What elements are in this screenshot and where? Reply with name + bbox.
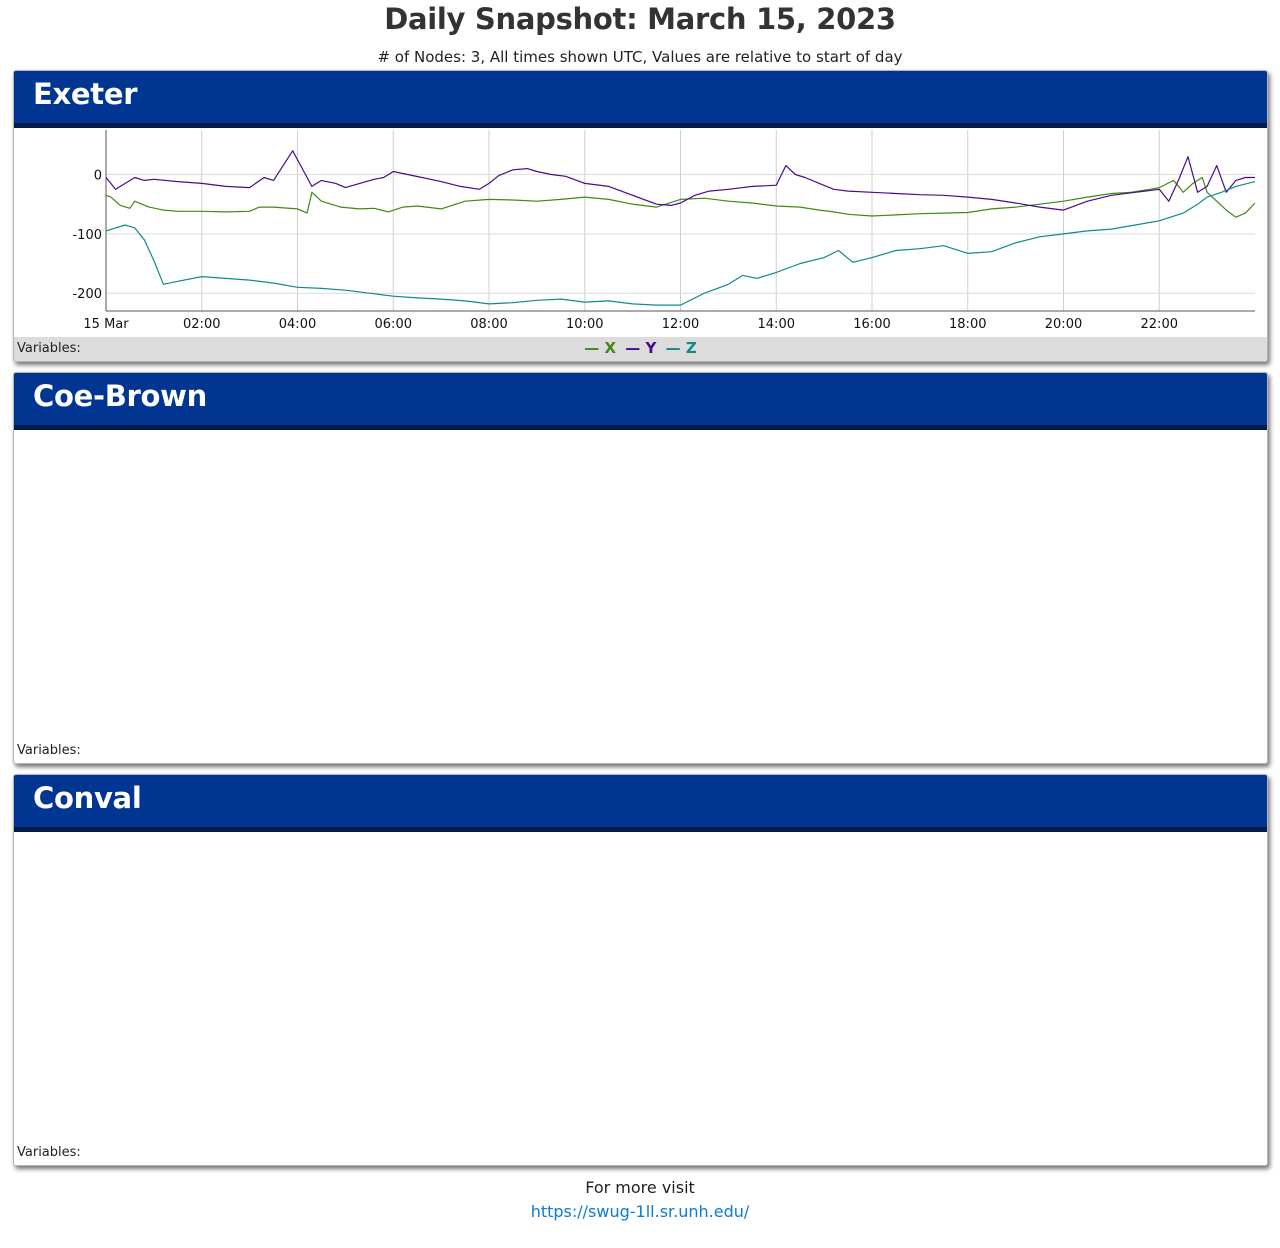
x-tick-label: 12:00 — [662, 317, 699, 332]
x-tick-label: 02:00 — [183, 317, 220, 332]
page-subtitle: # of Nodes: 3, All times shown UTC, Valu… — [377, 48, 903, 66]
x-tick-label: 08:00 — [470, 317, 507, 332]
footer-text: For more visit — [585, 1178, 695, 1197]
legend-item-z[interactable]: — Z — [666, 339, 697, 357]
x-tick-label: 04:00 — [279, 317, 316, 332]
variables-bar: Variables: — X — Y — Z — [14, 337, 1267, 361]
legend-item-x[interactable]: — X — [584, 339, 616, 357]
x-tick-label: 06:00 — [375, 317, 412, 332]
page-title: Daily Snapshot: March 15, 2023 — [384, 2, 896, 36]
x-tick-label: 10:00 — [566, 317, 603, 332]
legend-label-z: Z — [685, 339, 697, 357]
panel-coe-brown: Coe-Brown Variables: — [13, 372, 1268, 764]
panel-title: Conval — [33, 781, 142, 815]
panel-header: Conval — [14, 775, 1267, 832]
x-tick-label: 14:00 — [758, 317, 795, 332]
footer-link[interactable]: https://swug-1ll.sr.unh.edu/ — [530, 1202, 750, 1221]
legend-swatch-z: — — [665, 339, 681, 357]
x-tick-label: 16:00 — [853, 317, 890, 332]
x-tick-label: 18:00 — [949, 317, 986, 332]
y-tick-label: -200 — [72, 287, 102, 302]
variables-label: Variables: — [17, 1145, 81, 1160]
panel-title: Coe-Brown — [33, 379, 207, 413]
legend: — X — Y — Z — [14, 339, 1267, 357]
legend-label-y: Y — [645, 339, 657, 357]
panel-header: Exeter — [14, 71, 1267, 128]
y-tick-label: -100 — [72, 228, 102, 243]
variables-label: Variables: — [17, 743, 81, 758]
y-tick-label: 0 — [94, 169, 102, 184]
x-tick-label: 15 Mar — [83, 317, 129, 332]
legend-label-x: X — [604, 339, 617, 357]
series-line-z — [105, 181, 1256, 306]
variables-label: Variables: — [17, 341, 81, 356]
variables-bar: Variables: — [14, 739, 1267, 763]
panel-conval: Conval Variables: — [13, 774, 1268, 1166]
x-tick-label: 20:00 — [1045, 317, 1082, 332]
variables-bar: Variables: — [14, 1141, 1267, 1165]
legend-swatch-x: — — [584, 339, 600, 357]
panel-title: Exeter — [33, 77, 138, 111]
chart-area[interactable]: 15 Mar 02:00 04:00 06:00 08:00 10:00 12:00 14:0… — [14, 128, 1267, 342]
legend-item-y[interactable]: — Y — [625, 339, 656, 357]
footer-link-container: https://swug-1ll.sr.unh.edu/ — [0, 1202, 1280, 1221]
series-line-y — [105, 150, 1255, 211]
x-tick-label: 22:00 — [1141, 317, 1178, 332]
series-line-x — [105, 176, 1256, 218]
panel-exeter: Exeter 15 Mar 02:00 04:00 06:00 08:00 10:00 12… — [13, 70, 1268, 362]
line-chart[interactable]: 15 Mar 02:00 04:00 06:00 08:00 10:00 12:00 14:0… — [14, 128, 1267, 338]
panel-header: Coe-Brown — [14, 373, 1267, 430]
legend-swatch-y: — — [625, 339, 641, 357]
